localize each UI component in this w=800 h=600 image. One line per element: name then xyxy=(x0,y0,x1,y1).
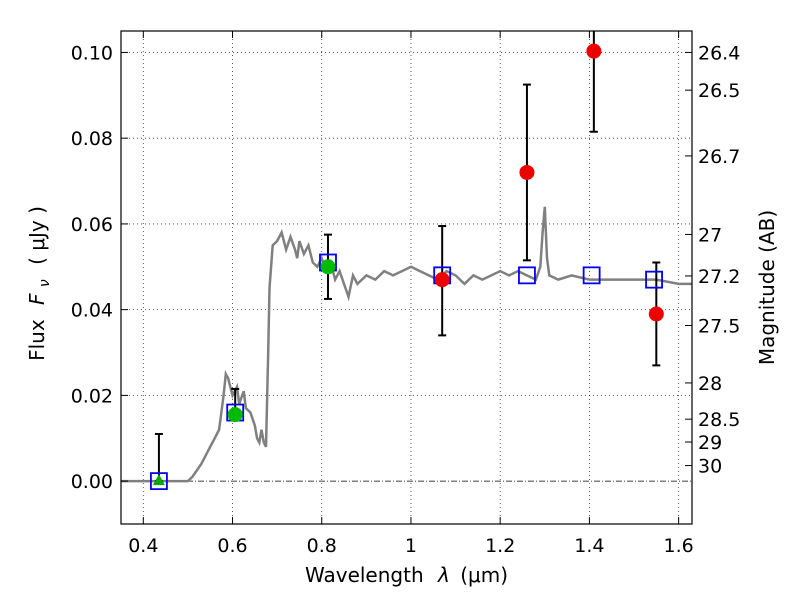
mag-tick-label: 27.2 xyxy=(698,266,740,288)
mag-tick-label: 30 xyxy=(698,456,722,478)
x-tick-label: 1.6 xyxy=(664,535,694,557)
mag-tick-label: 27 xyxy=(698,224,722,246)
y-tick-label: 0.04 xyxy=(71,300,113,322)
x-axis-symbol: λ xyxy=(437,563,450,587)
upper-limit-triangle-marker xyxy=(152,474,165,486)
grid-layer xyxy=(121,31,692,524)
y-axis-unit: ( μJy ) xyxy=(25,206,49,265)
mag-tick-label: 26.5 xyxy=(698,80,740,102)
y-axis-title: Flux F ν ( μJy ) xyxy=(25,206,54,361)
y-tick-label: 0.02 xyxy=(71,385,113,407)
y-tick-label: 0.00 xyxy=(71,471,113,493)
model-square-marker xyxy=(150,472,168,491)
mag-tick-label: 28 xyxy=(698,373,722,395)
x-tick-label: 0.8 xyxy=(307,535,337,557)
y-tick-label: 0.10 xyxy=(71,42,113,64)
x-axis-label: Wavelength xyxy=(305,563,424,587)
x-axis-unit: (μm) xyxy=(460,563,508,587)
ir-circle-marker xyxy=(648,306,664,322)
marker-layer xyxy=(150,43,664,491)
x-axis-title: Wavelength λ (μm) xyxy=(305,563,508,587)
y-tick-label: 0.08 xyxy=(71,128,113,150)
detection-circle-marker xyxy=(320,259,336,275)
mag-tick-label: 26.4 xyxy=(698,42,740,64)
ir-circle-marker xyxy=(434,272,450,288)
x-tick-label: 1 xyxy=(405,535,417,557)
mag-tick-label: 26.7 xyxy=(698,146,740,168)
x-tick-label: 1.4 xyxy=(574,535,604,557)
model-square-marker xyxy=(518,266,536,285)
model-spectrum-line xyxy=(121,206,692,483)
x-tick-label: 0.4 xyxy=(128,535,158,557)
y-axis-symbol: F xyxy=(25,293,49,305)
tick-label-layer: 0.4 0.6 0.8 1 1.2 1.4 1.6 0.00 0.02 0.04 0.06 0.08 0… xyxy=(71,42,741,557)
model-square-marker xyxy=(645,270,663,289)
plot-area xyxy=(121,31,692,491)
x-tick-label: 0.6 xyxy=(217,535,247,557)
ir-circle-marker xyxy=(586,43,602,59)
detection-circle-marker xyxy=(227,407,243,423)
x-tick-label: 1.2 xyxy=(485,535,515,557)
y-tick-label: 0.06 xyxy=(71,214,113,236)
mag-tick-label: 28.5 xyxy=(698,409,740,431)
mag-tick-label: 29 xyxy=(698,432,722,454)
y2-axis-title: Magnitude (AB) xyxy=(755,210,779,365)
y-axis-subscript: ν xyxy=(37,279,53,287)
tick-layer xyxy=(121,31,692,524)
plot-frame xyxy=(120,30,693,525)
mag-tick-label: 27.5 xyxy=(698,315,740,337)
model-square-marker xyxy=(582,266,601,285)
y-axis-label: Flux xyxy=(25,319,49,361)
ir-circle-marker xyxy=(519,164,535,180)
